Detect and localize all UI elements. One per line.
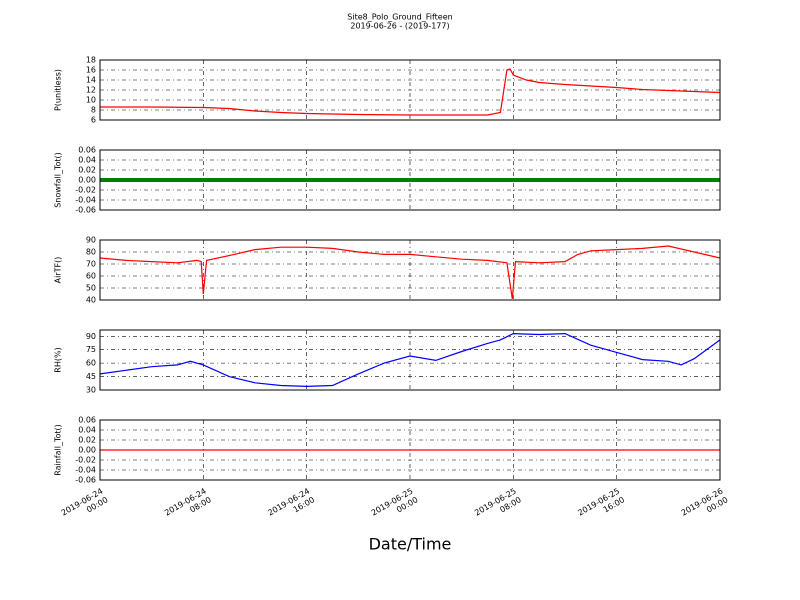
y-tick-label: 90	[86, 236, 96, 245]
data-line	[99, 245, 721, 299]
y-tick-label: 12	[86, 86, 96, 95]
y-tick-label: -0.02	[75, 186, 96, 195]
y-axis-label: Snowfall_Tot()	[54, 152, 63, 208]
y-tick-label: 0.06	[78, 416, 96, 425]
y-tick-label: -0.06	[75, 476, 96, 485]
y-tick-label: 0.04	[78, 156, 96, 165]
y-tick-label: 0.00	[78, 446, 96, 455]
y-tick-label: 90	[86, 332, 96, 341]
y-tick-label: -0.06	[75, 206, 96, 215]
y-tick-label: 70	[86, 260, 96, 269]
y-axis-label: AirTF()	[54, 257, 63, 284]
x-axis-label: Date/Time	[369, 535, 452, 554]
y-tick-label: 8	[91, 106, 96, 115]
y-tick-label: 0.02	[78, 436, 96, 445]
x-tick-label: 2019-06-2508:00	[473, 486, 523, 526]
y-tick-label: 14	[86, 76, 96, 85]
x-tick-label: 2019-06-2408:00	[163, 486, 213, 526]
x-tick-label: 2019-06-2500:00	[369, 486, 419, 526]
chart-subtitle: 2019-06-26 - (2019-177)	[350, 22, 449, 31]
y-tick-label: 0.00	[78, 176, 96, 185]
plot-frame	[99, 149, 721, 211]
y-tick-label: 0.02	[78, 166, 96, 175]
y-tick-label: 60	[86, 359, 96, 368]
plot-frame	[99, 239, 721, 301]
y-tick-label: -0.04	[75, 466, 96, 475]
x-tick-label: 2019-06-2416:00	[266, 486, 316, 526]
x-tick-label: 2019-06-2600:00	[679, 486, 729, 526]
y-tick-label: 30	[86, 386, 96, 395]
y-tick-label: -0.04	[75, 196, 96, 205]
y-tick-label: 10	[86, 96, 96, 105]
plot-frame	[99, 329, 721, 391]
y-axis-label: P(unitless)	[54, 69, 63, 111]
y-tick-label: 16	[86, 66, 96, 75]
data-line	[99, 332, 721, 388]
y-tick-label: 75	[86, 345, 96, 354]
x-tick-label: 2019-06-2400:00	[59, 486, 109, 526]
data-line	[100, 68, 721, 116]
y-tick-label: 60	[86, 272, 96, 281]
y-tick-label: 0.06	[78, 146, 96, 155]
y-tick-label: -0.02	[75, 456, 96, 465]
y-tick-label: 40	[86, 296, 96, 305]
y-tick-label: 18	[86, 56, 96, 65]
y-axis-label: Rainfall_Tot()	[54, 424, 63, 476]
y-tick-label: 45	[86, 372, 96, 381]
plot-frame	[99, 59, 721, 121]
y-tick-label: 0.04	[78, 426, 96, 435]
plot-frame	[99, 419, 721, 481]
y-tick-label: 50	[86, 284, 96, 293]
y-axis-label: RH(%)	[54, 347, 63, 372]
chart-title: Site8_Polo_Ground_Fifteen	[347, 13, 452, 22]
x-tick-label: 2019-06-2516:00	[576, 486, 626, 526]
y-tick-label: 6	[91, 116, 96, 125]
y-tick-label: 80	[86, 248, 96, 257]
